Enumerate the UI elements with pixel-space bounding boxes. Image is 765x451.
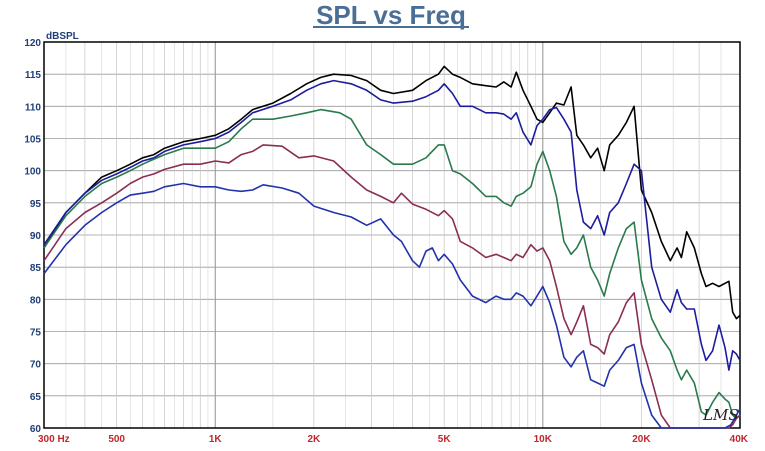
y-tick-label: 100: [24, 167, 41, 178]
series-line-2: [43, 79, 741, 371]
y-tick-label: 95: [30, 199, 42, 210]
y-tick-label: 80: [30, 295, 42, 306]
x-tick-label: 1K: [209, 434, 223, 445]
plot-frame: [43, 41, 741, 429]
y-tick-labels: 60 65 70 75 80 85 90 95 100 105 110 115 120: [24, 38, 41, 435]
y-tick-label: 75: [30, 328, 42, 339]
y-tick-label: 85: [30, 263, 42, 274]
y-tick-label: 105: [24, 135, 41, 146]
x-tick-label: 2K: [307, 434, 321, 445]
x-tick-label: 40K: [730, 434, 749, 445]
y-axis-label: dBSPL: [46, 31, 79, 42]
y-tick-label: 60: [30, 424, 42, 435]
x-tick-label: 300 Hz: [38, 434, 70, 445]
y-tick-label: 115: [25, 70, 42, 81]
x-tick-labels: 300 Hz 500 1K 2K 5K 10K 20K 40K: [38, 434, 749, 445]
series-line-5: [43, 182, 741, 429]
y-tick-label: 65: [30, 392, 42, 403]
series-group: [43, 65, 741, 429]
y-tick-label: 70: [30, 360, 42, 371]
chart-title: SPL vs Freq: [316, 0, 466, 30]
lms-watermark: LMS: [702, 406, 739, 424]
series-line-1: [43, 65, 741, 320]
x-tick-label: 20K: [632, 434, 651, 445]
x-tick-label: 5K: [438, 434, 452, 445]
series-line-3: [43, 108, 741, 420]
series-line-4: [43, 144, 741, 429]
y-tick-label: 120: [24, 38, 41, 49]
y-tick-label: 90: [30, 231, 42, 242]
x-tick-label: 10K: [534, 434, 553, 445]
x-tick-label: 500: [108, 434, 125, 445]
y-tick-label: 110: [25, 102, 42, 113]
